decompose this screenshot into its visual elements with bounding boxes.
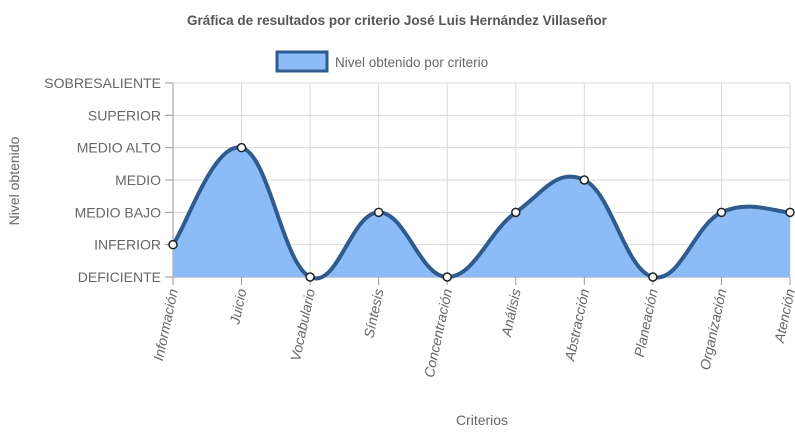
x-tick-label: Información	[150, 287, 181, 362]
data-point[interactable]	[305, 272, 315, 282]
y-tick-label: MEDIO BAJO	[75, 204, 161, 220]
data-point[interactable]	[511, 207, 521, 218]
x-axis: Información Juicio Vocabulario Síntesis Conc…	[150, 277, 795, 379]
y-axis-label: Nivel obtenido	[6, 136, 22, 225]
legend-swatch	[275, 50, 329, 73]
data-points	[168, 142, 795, 282]
y-tick-label: DEFICIENTE	[78, 269, 161, 285]
legend-series-label: Nivel obtenido por criterio	[335, 55, 488, 70]
x-tick-label: Organización	[697, 287, 730, 371]
x-tick-label: Juicio	[226, 287, 249, 327]
y-tick-label: MEDIO	[115, 172, 161, 188]
x-tick-label: Vocabulario	[287, 287, 318, 362]
data-point[interactable]	[579, 175, 590, 185]
data-point[interactable]	[648, 272, 658, 282]
x-axis-label: Criterios	[456, 412, 508, 428]
chart-title: Gráfica de resultados por criterio José …	[187, 13, 608, 28]
x-tick-label: Análisis	[498, 287, 524, 339]
data-point[interactable]	[785, 207, 795, 218]
y-tick-label: SUPERIOR	[88, 107, 161, 123]
series-area-fill	[173, 147, 790, 279]
data-point[interactable]	[373, 207, 384, 218]
y-tick-label: INFERIOR	[94, 237, 161, 253]
x-tick-label: Síntesis	[361, 287, 387, 339]
x-tick-label: Abstracción	[561, 287, 592, 363]
x-tick-label: Concentración	[421, 287, 455, 379]
x-tick-label: Planeación	[631, 287, 661, 358]
y-tick-label: MEDIO ALTO	[77, 140, 161, 156]
data-point[interactable]	[168, 239, 178, 250]
series-line	[171, 145, 791, 281]
y-tick-label: SOBRESALIENTE	[44, 75, 161, 91]
y-axis: DEFICIENTE INFERIOR MEDIO BAJO MEDIO MEDIO A…	[44, 75, 173, 285]
legend[interactable]: Nivel obtenido por criterio	[275, 50, 488, 73]
data-point[interactable]	[236, 142, 247, 153]
data-point[interactable]	[716, 207, 727, 218]
data-point[interactable]	[442, 272, 452, 282]
series-area	[171, 145, 791, 281]
x-tick-label: Atención	[771, 287, 795, 345]
